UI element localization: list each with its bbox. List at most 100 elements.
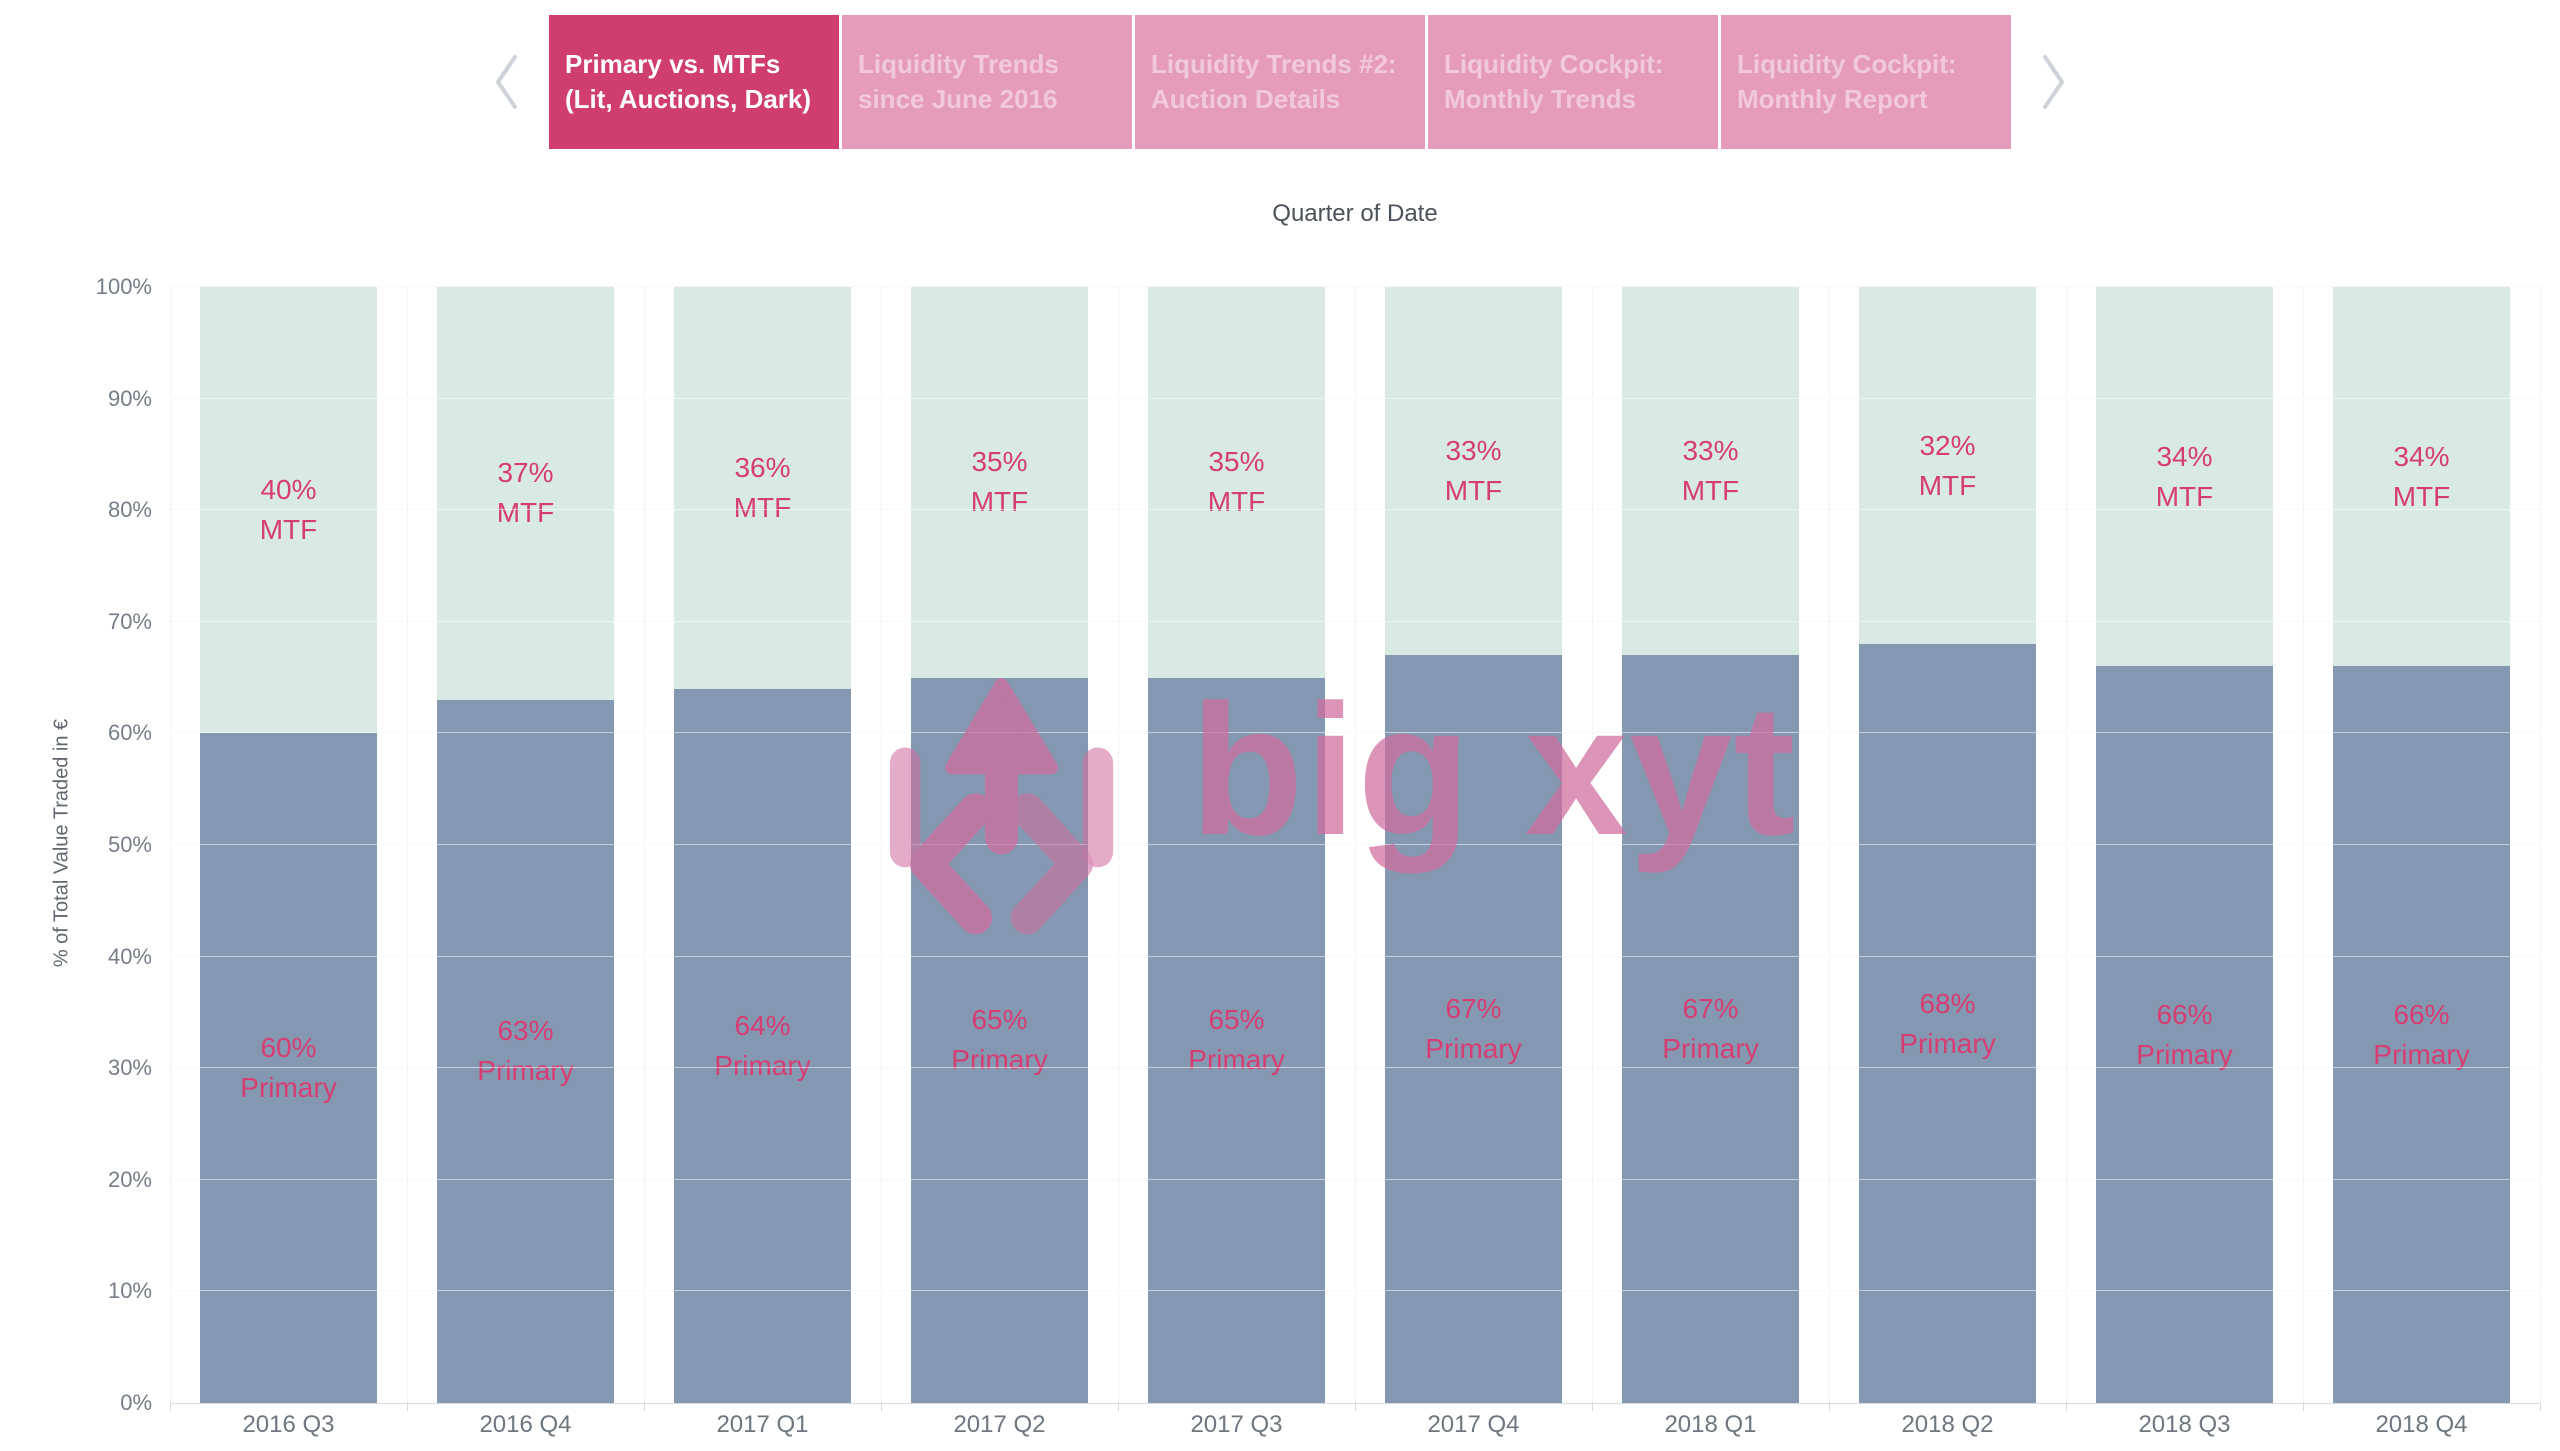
tabs-scroll-left-button[interactable] [483, 32, 529, 132]
bar-2018-q1-primary-segment[interactable]: 67% Primary [1622, 655, 1799, 1403]
primary-label: 66% Primary [2136, 995, 2232, 1075]
bar-2016-q3-primary-segment[interactable]: 60% Primary [200, 733, 377, 1403]
mtf-label-value: 40% [260, 474, 317, 506]
bar-2016-q4: 37% MTF 63% Primary [437, 287, 614, 1403]
column-divider [2066, 287, 2067, 1403]
column-divider [644, 287, 645, 1403]
tabs-scroll-right-button[interactable] [2031, 32, 2077, 132]
tab-label: Monthly Trends [1444, 84, 1637, 114]
y-tick-90: 90% [107, 385, 152, 411]
mtf-label: 35% MTF [971, 442, 1029, 522]
x-label-2016-q3: 2016 Q3 [242, 1411, 335, 1438]
tab-liquidity-trends-since-june-2016[interactable]: Liquidity Trends since June 2016 [842, 15, 1132, 149]
x-axis-tick [2303, 1404, 2304, 1411]
mtf-label-value: 36% [734, 451, 791, 483]
bar-2016-q3: 40% MTF 60% Primary [200, 287, 377, 1403]
column-divider [1592, 287, 1593, 1403]
y-tick-10: 10% [107, 1278, 152, 1304]
bar-2018-q1-mtf-segment[interactable]: 33% MTF [1622, 287, 1799, 656]
x-label-2017-q4: 2017 Q4 [1427, 1411, 1520, 1438]
bar-2018-q4-mtf-segment[interactable]: 34% MTF [2333, 287, 2510, 667]
x-axis-tick [881, 1404, 882, 1411]
x-label-2018-q2: 2018 Q2 [1901, 1411, 1994, 1438]
gridline-overlay [170, 955, 2540, 957]
primary-label: 67% Primary [1662, 989, 1758, 1069]
primary-label: 66% Primary [2373, 995, 2469, 1075]
tab-liquidity-cockpit-monthly-report[interactable]: Liquidity Cockpit: Monthly Report [1721, 15, 2011, 149]
primary-label-name: Primary [1899, 1027, 1996, 1059]
bar-2018-q4-primary-segment[interactable]: 66% Primary [2333, 666, 2510, 1403]
column-divider [1118, 287, 1119, 1403]
primary-label-value: 67% [1682, 993, 1739, 1025]
tab-primary-vs-mtfs-lit-auctions-dark[interactable]: Primary vs. MTFs (Lit, Auctions, Dark) [549, 15, 839, 149]
bar-2018-q4: 34% MTF 66% Primary [2333, 287, 2510, 1403]
gridline-overlay [170, 620, 2540, 622]
bar-2017-q1-mtf-segment[interactable]: 36% MTF [674, 287, 851, 689]
column-divider [2540, 287, 2541, 1403]
tab-strip: Primary vs. MTFs (Lit, Auctions, Dark) Liq… [549, 15, 2011, 149]
bar-2017-q4-mtf-segment[interactable]: 33% MTF [1385, 287, 1562, 656]
x-axis-tick [1592, 1404, 1593, 1411]
primary-label: 63% Primary [477, 1011, 573, 1091]
gridline-overlay [170, 1178, 2540, 1180]
gridline-overlay [170, 1290, 2540, 1292]
primary-label-value: 67% [1445, 993, 1502, 1025]
bar-2018-q2-primary-segment[interactable]: 68% Primary [1859, 644, 2036, 1403]
bar-2018-q2-mtf-segment[interactable]: 32% MTF [1859, 287, 2036, 645]
bar-2017-q4-primary-segment[interactable]: 67% Primary [1385, 655, 1562, 1403]
chart-title: Quarter of Date [1272, 200, 1438, 227]
y-tick-70: 70% [107, 608, 152, 634]
plot-area: 40% MTF 60% Primary 37% MTF 63% Primary 36% MTF 64… [170, 286, 2541, 1411]
mtf-label-name: MTF [259, 514, 318, 546]
column-divider [881, 287, 882, 1403]
primary-label-value: 63% [497, 1015, 554, 1047]
y-tick-0: 0% [120, 1390, 152, 1415]
column-divider [1829, 287, 1830, 1403]
x-label-2018-q1: 2018 Q1 [1664, 1411, 1757, 1438]
tab-label: Monthly Report [1737, 84, 1928, 114]
x-axis-tick [2066, 1404, 2067, 1411]
primary-label-value: 64% [734, 1009, 791, 1041]
gridline-overlay [170, 509, 2540, 511]
bar-2017-q2-primary-segment[interactable]: 65% Primary [911, 677, 1088, 1403]
column-divider [170, 287, 171, 1403]
bar-2017-q1-primary-segment[interactable]: 64% Primary [674, 688, 851, 1403]
tab-liquidity-cockpit-monthly-trends[interactable]: Liquidity Cockpit: Monthly Trends [1428, 15, 1718, 149]
y-tick-30: 30% [107, 1055, 152, 1081]
primary-label-name: Primary [2136, 1038, 2233, 1070]
bar-2017-q3-mtf-segment[interactable]: 35% MTF [1148, 287, 1325, 678]
gridline-overlay [170, 732, 2540, 734]
primary-label-name: Primary [1662, 1033, 1759, 1065]
mtf-label-name: MTF [1918, 469, 1977, 501]
bar-2017-q4: 33% MTF 67% Primary [1385, 287, 1562, 1403]
tab-liquidity-trends-2-auction-details[interactable]: Liquidity Trends #2: Auction Details [1135, 15, 1425, 149]
bar-2016-q4-primary-segment[interactable]: 63% Primary [437, 699, 614, 1403]
primary-label-value: 65% [1208, 1004, 1265, 1036]
mtf-label-name: MTF [2155, 480, 2214, 512]
x-label-2017-q2: 2017 Q2 [953, 1411, 1046, 1438]
mtf-label-name: MTF [496, 497, 555, 529]
x-label-2017-q3: 2017 Q3 [1190, 1411, 1283, 1438]
primary-label-name: Primary [240, 1072, 337, 1104]
bar-2016-q4-mtf-segment[interactable]: 37% MTF [437, 287, 614, 700]
y-tick-80: 80% [107, 497, 152, 523]
mtf-label-name: MTF [970, 486, 1029, 518]
bar-2018-q3-mtf-segment[interactable]: 34% MTF [2096, 287, 2273, 667]
x-label-2016-q4: 2016 Q4 [479, 1411, 572, 1438]
primary-label-name: Primary [951, 1044, 1048, 1076]
y-tick-20: 20% [107, 1166, 152, 1192]
x-axis-tick [407, 1404, 408, 1411]
y-tick-60: 60% [107, 720, 152, 746]
bar-2018-q3-primary-segment[interactable]: 66% Primary [2096, 666, 2273, 1403]
primary-label-value: 66% [2393, 998, 2450, 1030]
primary-label: 67% Primary [1425, 989, 1521, 1069]
bar-2017-q3: 35% MTF 65% Primary [1148, 287, 1325, 1403]
mtf-label-value: 37% [497, 457, 554, 489]
bar-2017-q2-mtf-segment[interactable]: 35% MTF [911, 287, 1088, 678]
column-divider [2303, 287, 2304, 1403]
bar-2017-q3-primary-segment[interactable]: 65% Primary [1148, 677, 1325, 1403]
primary-label: 64% Primary [714, 1006, 810, 1086]
x-axis-tick [2540, 1404, 2541, 1411]
mtf-label-value: 32% [1919, 429, 1976, 461]
